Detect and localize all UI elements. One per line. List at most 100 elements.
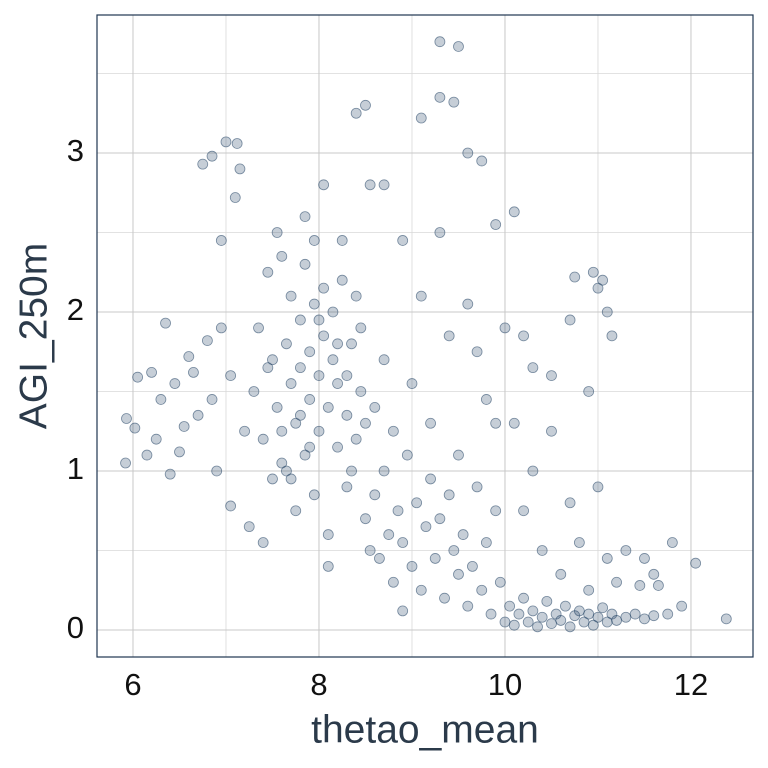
point (397, 537, 409, 548)
point (150, 433, 162, 445)
point (318, 330, 330, 342)
point (304, 394, 316, 405)
y-tick-label: 0 (67, 610, 84, 645)
point (504, 600, 516, 612)
point (294, 362, 306, 374)
point (508, 619, 520, 631)
point (322, 529, 334, 540)
point (146, 367, 157, 378)
point (360, 513, 371, 525)
point (294, 314, 306, 326)
point (467, 560, 478, 572)
point (634, 580, 646, 591)
point (499, 616, 511, 628)
point (120, 457, 131, 469)
point (253, 322, 264, 334)
point (225, 370, 237, 381)
point (313, 314, 325, 326)
point (313, 370, 325, 381)
point (332, 338, 343, 350)
point (453, 41, 464, 52)
point (485, 608, 497, 620)
point (583, 386, 595, 397)
point (611, 615, 622, 626)
point (290, 505, 302, 517)
point (518, 592, 529, 604)
point (569, 271, 581, 283)
point (341, 409, 353, 421)
point (271, 401, 283, 413)
point (206, 394, 218, 405)
point (229, 192, 241, 203)
point (257, 433, 269, 445)
plot-border (96, 14, 754, 658)
point (611, 576, 622, 588)
point (322, 401, 334, 413)
point (285, 290, 297, 302)
point (304, 346, 316, 358)
point (546, 425, 557, 437)
point (239, 425, 250, 437)
x-tick-label: 10 (488, 667, 522, 702)
point (141, 449, 153, 461)
point (355, 386, 367, 397)
point (434, 36, 446, 48)
point (653, 580, 664, 591)
point (341, 481, 353, 493)
point (308, 235, 320, 246)
point (364, 545, 376, 556)
point (257, 537, 269, 548)
point (174, 446, 185, 458)
point (267, 354, 278, 366)
point (220, 136, 232, 148)
point (434, 513, 446, 525)
point (425, 473, 436, 485)
point (248, 386, 260, 397)
x-axis-title: thetao_mean (311, 708, 539, 751)
point (415, 112, 427, 124)
point (494, 576, 506, 588)
point (304, 441, 316, 453)
point (420, 521, 432, 533)
point (290, 417, 302, 429)
point (462, 298, 474, 310)
point (397, 235, 409, 246)
point (513, 608, 525, 620)
point (231, 138, 243, 149)
x-tick-label: 12 (674, 667, 708, 702)
point (285, 473, 297, 485)
point (169, 378, 181, 389)
y-axis-title: AGI_250m (12, 243, 55, 429)
point (369, 489, 381, 501)
point (583, 584, 595, 596)
point (308, 489, 320, 501)
point (318, 179, 330, 191)
point (443, 489, 455, 501)
y-tick-label: 2 (67, 292, 84, 327)
point (129, 422, 141, 434)
point (378, 179, 390, 191)
point (346, 338, 357, 350)
point (666, 537, 678, 548)
point (374, 553, 385, 564)
point (225, 500, 237, 512)
point (206, 150, 218, 162)
point (439, 592, 450, 604)
point (453, 449, 464, 461)
point (639, 613, 650, 625)
point (518, 505, 529, 517)
point (471, 481, 483, 493)
point (587, 266, 599, 278)
point (378, 354, 390, 366)
point (443, 330, 455, 342)
point (620, 611, 632, 623)
point (332, 441, 343, 453)
point (629, 608, 641, 620)
point (211, 465, 223, 477)
point (360, 99, 371, 111)
point (392, 505, 404, 517)
point (262, 362, 274, 374)
point (121, 413, 132, 424)
point (276, 250, 288, 262)
point (508, 417, 520, 429)
